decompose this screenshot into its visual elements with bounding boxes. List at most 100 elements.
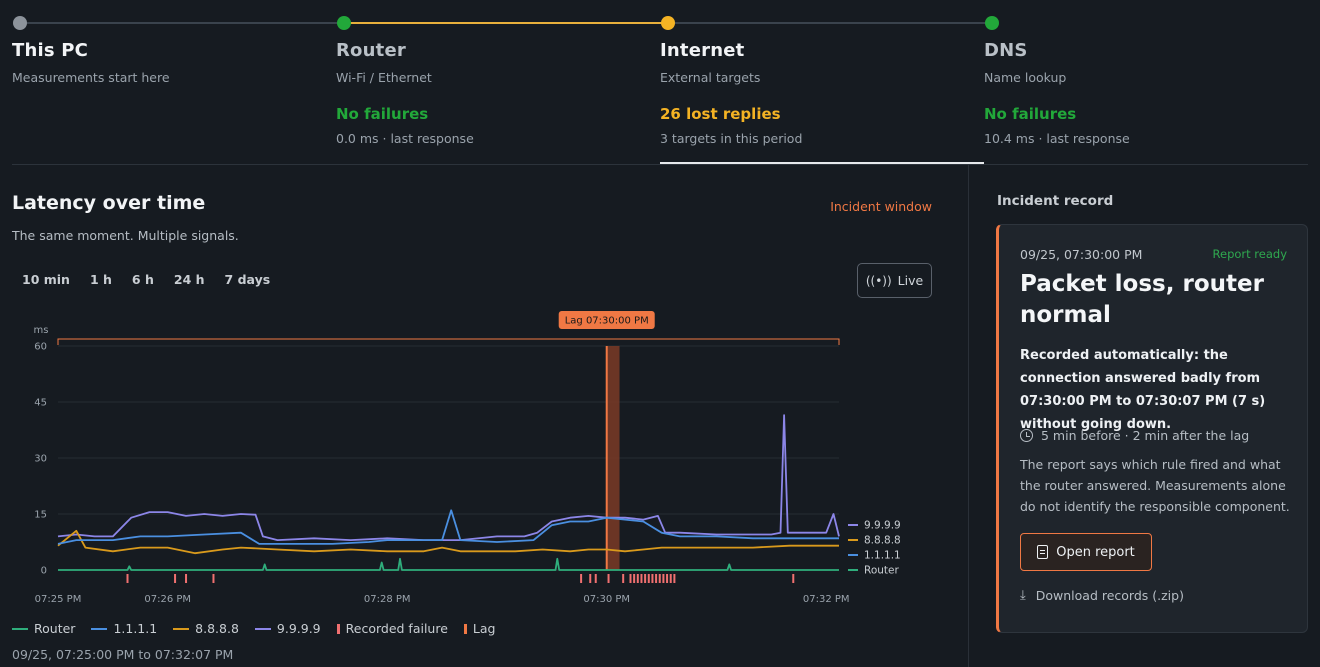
step-router[interactable]: Router Wi-Fi / Ethernet No failures 0.0 … bbox=[336, 40, 636, 146]
step-dot-pc bbox=[13, 16, 27, 30]
latency-chart[interactable]: ms 0 15 30 45 60 Lag 07:30:00 PM 9.9.9.9 8.8.8.8… bbox=[0, 300, 968, 610]
live-button[interactable]: ((•)) Live bbox=[857, 263, 932, 298]
step-detail: 10.4 ms · last response bbox=[984, 131, 1130, 146]
step-dot-router bbox=[337, 16, 351, 30]
download-records-label: Download records (.zip) bbox=[1035, 588, 1184, 603]
incident-window-info: 5 min before · 2 min after the lag bbox=[1020, 428, 1249, 443]
legend-item[interactable]: Router bbox=[12, 621, 75, 636]
failure-mark bbox=[647, 574, 650, 583]
x-tick-label: 07:25 PM bbox=[35, 594, 82, 605]
series-end-label: 9.9.9.9 bbox=[864, 520, 901, 532]
legend-item[interactable]: 9.9.9.9 bbox=[254, 621, 321, 636]
range-6h[interactable]: 6 h bbox=[131, 272, 154, 287]
legend-label: 1.1.1.1 bbox=[113, 621, 158, 636]
legend-swatch bbox=[91, 627, 108, 630]
legend-swatch bbox=[254, 627, 271, 630]
incident-card: 09/25, 07:30:00 PM Report ready Packet l… bbox=[996, 224, 1308, 633]
step-status: No failures bbox=[336, 105, 429, 123]
time-range-selector: 10 min 1 h 6 h 24 h 7 days bbox=[12, 270, 280, 289]
step-dot-internet bbox=[661, 16, 675, 30]
step-internet[interactable]: Internet External targets 26 lost replie… bbox=[660, 40, 960, 146]
legend-item[interactable]: 1.1.1.1 bbox=[91, 621, 157, 636]
incident-time: 09/25, 07:30:00 PM bbox=[1020, 247, 1143, 262]
step-this-pc[interactable]: This PC Measurements start here bbox=[12, 40, 312, 85]
failure-mark bbox=[126, 574, 129, 583]
period-label: 09/25, 07:25:00 PM to 07:32:07 PM bbox=[12, 647, 234, 662]
incident-title: Packet loss, router normal bbox=[1020, 271, 1264, 328]
step-dns[interactable]: DNS Name lookup No failures 10.4 ms · la… bbox=[984, 40, 1284, 146]
y-tick-label: 60 bbox=[34, 342, 47, 353]
step-title: DNS bbox=[984, 40, 1028, 61]
open-report-button[interactable]: Open report bbox=[1020, 533, 1152, 571]
failure-mark bbox=[594, 574, 597, 583]
chart-legend: Router 1.1.1.1 8.8.8.8 9.9.9.9 Recorded fail… bbox=[12, 621, 495, 636]
failure-mark bbox=[792, 574, 795, 583]
failure-mark bbox=[666, 574, 669, 583]
x-tick-label: 07:26 PM bbox=[144, 594, 191, 605]
legend-swatch bbox=[173, 627, 190, 630]
step-connector-router-internet bbox=[344, 22, 668, 24]
failure-mark bbox=[185, 574, 188, 583]
failure-mark bbox=[629, 574, 632, 583]
incident-summary: Recorded automatically: the connection a… bbox=[1020, 348, 1266, 432]
failure-mark bbox=[655, 574, 658, 583]
step-detail: 0.0 ms · last response bbox=[336, 131, 474, 146]
range-24h[interactable]: 24 h bbox=[173, 272, 205, 287]
document-icon bbox=[1037, 545, 1049, 559]
failure-mark bbox=[633, 574, 636, 583]
step-title: This PC bbox=[12, 40, 89, 61]
failure-mark bbox=[662, 574, 665, 583]
step-subtitle: External targets bbox=[660, 70, 761, 85]
failure-mark bbox=[640, 574, 643, 583]
latency-subtitle: The same moment. Multiple signals. bbox=[12, 228, 239, 243]
incident-window-link[interactable]: Incident window bbox=[830, 199, 932, 214]
range-7days[interactable]: 7 days bbox=[224, 272, 271, 287]
series-line-9.9.9.9 bbox=[57, 414, 840, 542]
path-steps: This PC Measurements start here Router W… bbox=[0, 0, 1320, 166]
x-tick-label: 07:28 PM bbox=[364, 594, 411, 605]
step-status: 26 lost replies bbox=[660, 105, 781, 123]
range-1h[interactable]: 1 h bbox=[89, 272, 112, 287]
series-line-8.8.8.8 bbox=[57, 529, 839, 555]
incident-window-bracket bbox=[57, 338, 840, 345]
legend-label: 8.8.8.8 bbox=[195, 621, 239, 636]
step-subtitle: Name lookup bbox=[984, 70, 1067, 85]
legend-swatch bbox=[12, 627, 28, 630]
failure-mark bbox=[622, 574, 625, 583]
download-records-link[interactable]: ⤓ Download records (.zip) bbox=[1020, 588, 1184, 603]
incident-record-heading: Incident record bbox=[997, 193, 1114, 209]
legend-label: Recorded failure bbox=[345, 621, 448, 636]
legend-item[interactable]: 8.8.8.8 bbox=[173, 621, 239, 636]
legend-item[interactable]: Recorded failure bbox=[336, 621, 448, 636]
failure-mark bbox=[212, 574, 215, 583]
incident-window-text: 5 min before · 2 min after the lag bbox=[1041, 428, 1250, 443]
y-tick-label: 0 bbox=[41, 566, 47, 577]
lag-marker-badge bbox=[558, 311, 655, 329]
lag-band bbox=[606, 346, 620, 570]
y-axis-unit: ms bbox=[34, 325, 49, 336]
latency-title: Latency over time bbox=[12, 192, 206, 214]
legend-swatch bbox=[463, 623, 467, 634]
failure-mark bbox=[658, 574, 661, 583]
x-tick-label: 07:32 PM bbox=[803, 594, 850, 605]
clock-icon bbox=[1020, 429, 1033, 442]
step-connector-internet-dns bbox=[668, 22, 992, 24]
range-10min[interactable]: 10 min bbox=[22, 272, 70, 287]
y-tick-label: 30 bbox=[34, 454, 47, 465]
y-tick-label: 45 bbox=[34, 398, 47, 409]
open-report-label: Open report bbox=[1056, 544, 1135, 560]
step-dot-dns bbox=[985, 16, 999, 30]
panel-divider bbox=[968, 165, 969, 667]
step-subtitle: Measurements start here bbox=[12, 70, 170, 85]
series-end-label: 8.8.8.8 bbox=[864, 535, 901, 547]
lag-marker-label: Lag 07:30:00 PM bbox=[565, 316, 649, 327]
report-ready-badge: Report ready bbox=[1212, 247, 1287, 261]
download-icon: ⤓ bbox=[1020, 588, 1026, 603]
legend-label: Lag bbox=[472, 621, 496, 636]
series-line-1.1.1.1 bbox=[57, 509, 839, 545]
failure-mark bbox=[644, 574, 647, 583]
step-connector-pc-router bbox=[20, 22, 344, 24]
x-tick-label: 07:30 PM bbox=[583, 594, 630, 605]
y-tick-label: 15 bbox=[34, 510, 47, 521]
legend-item[interactable]: Lag bbox=[463, 621, 496, 636]
